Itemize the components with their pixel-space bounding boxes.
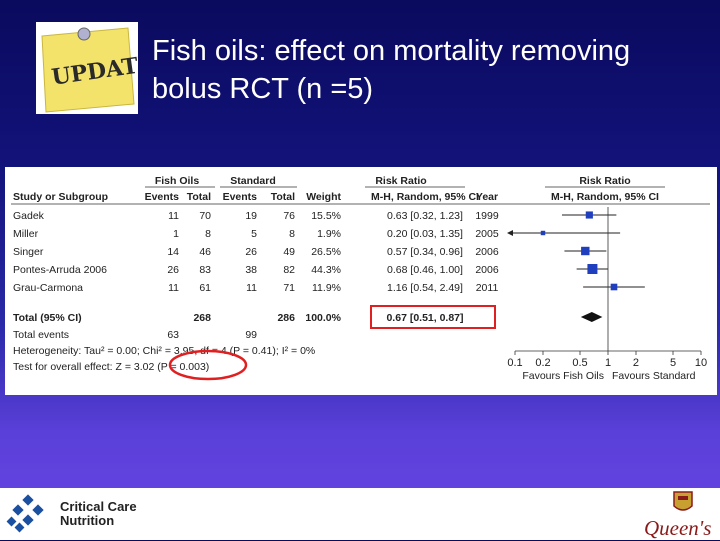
title-line-1: Fish oils: effect on mortality removing [152,35,631,67]
ccn-line-1: Critical Care [60,499,137,514]
total-weight: 100.0% [305,312,341,324]
favours-standard-label: Favours Standard [612,370,696,382]
x-tick-label-0: 0.1 [507,357,522,369]
events2-grau-carmona: 11 [246,282,257,294]
weight-pontes-arruda-2006: 44.3% [311,264,341,276]
total2-singer: 49 [283,246,295,258]
plot-header-risk-ratio: Risk Ratio [579,175,630,187]
col-header-study: Study or Subgroup [13,191,108,203]
total1-pontes-arruda-2006: 83 [199,264,211,276]
events2-singer: 26 [245,246,257,258]
total2-grau-carmona: 71 [283,282,295,294]
total2-pontes-arruda-2006: 82 [283,264,295,276]
critical-care-nutrition-logo-icon [6,494,44,533]
year-miller: 2005 [475,228,499,240]
study-name-pontes-arruda-2006: Pontes-Arruda 2006 [13,264,107,276]
col-header-events-1: Events [145,191,180,203]
weight-miller: 1.9% [317,228,341,240]
x-tick-label-3: 1 [605,357,611,369]
pushpin-icon [77,27,91,41]
study-name-miller: Miller [13,228,39,240]
events1-gadek: 11 [168,210,179,222]
x-tick-label-6: 10 [695,357,707,369]
total-rr-highlight-box [370,305,496,329]
title-line-2: bolus RCT (n =5) [152,73,374,105]
favours-fish-oils-label: Favours Fish Oils [522,370,604,382]
queens-logo-text: Queen's [644,516,712,540]
total-diamond [580,312,603,322]
header-risk-ratio: Risk Ratio [375,175,426,187]
year-grau-carmona: 2011 [476,282,499,294]
study-name-gadek: Gadek [13,210,45,222]
point-marker-singer [581,246,590,256]
point-marker-grau-carmona [610,283,618,291]
weight-gadek: 15.5% [311,210,341,222]
overall-effect-text: Test for overall effect: Z = 3.02 (P = 0… [13,361,209,373]
events2-miller: 5 [251,228,257,240]
total2-miller: 8 [289,228,295,240]
x-tick-label-2: 0.5 [572,357,587,369]
plot-header-method: M-H, Random, 95% CI [551,191,659,203]
total1-singer: 46 [199,246,211,258]
ci-arrow-miller [507,230,513,236]
header-fish-oils: Fish Oils [155,175,200,187]
events2-pontes-arruda-2006: 38 [245,264,257,276]
col-header-total-1: Total [187,191,211,203]
events1-grau-carmona: 11 [168,282,179,294]
point-marker-miller [540,230,546,236]
year-gadek: 1999 [475,210,499,222]
events1-pontes-arruda-2006: 26 [167,264,179,276]
total-label: Total (95% CI) [13,312,82,324]
weight-singer: 26.5% [311,246,341,258]
slide-title: Fish oils: effect on mortality removing … [152,32,712,108]
point-marker-pontes-arruda-2006 [587,264,598,274]
ccn-logo-text: Critical Care Nutrition [60,500,137,528]
col-header-events-2: Events [223,191,258,203]
footer-bar [0,488,720,540]
total2-gadek: 76 [283,210,295,222]
update-note-image: UPDATE [36,22,156,114]
total-events-label: Total events [13,329,69,341]
col-header-total-2: Total [271,191,295,203]
year-singer: 2006 [475,246,499,258]
header-standard: Standard [230,175,276,187]
total-standard: 286 [277,312,295,324]
study-name-grau-carmona: Grau-Carmona [13,282,83,294]
total-events-fish-oils: 63 [167,329,179,341]
total-rr-text: 0.67 [0.51, 0.87] [386,312,463,324]
x-tick-label-4: 2 [633,357,639,369]
study-name-singer: Singer [13,246,44,258]
events2-gadek: 19 [245,210,257,222]
rr-text-singer: 0.57 [0.34, 0.96] [387,246,463,258]
forest-plot-panel: Fish Oils Standard Risk Ratio Risk Ratio Stu… [5,167,717,395]
x-tick-label-1: 0.2 [535,357,550,369]
total1-grau-carmona: 61 [199,282,211,294]
overall-effect-highlight-circle [168,349,248,381]
rr-text-gadek: 0.63 [0.32, 1.23] [387,210,463,222]
point-marker-gadek [585,211,593,219]
total1-miller: 8 [205,228,211,240]
total1-gadek: 70 [199,210,211,222]
events1-singer: 14 [167,246,179,258]
rr-text-miller: 0.20 [0.03, 1.35] [387,228,463,240]
events1-miller: 1 [173,228,179,240]
heterogeneity-text: Heterogeneity: Tau² = 0.00; Chi² = 3.95,… [13,345,315,357]
year-pontes-arruda-2006: 2006 [475,264,499,276]
total-fish-oils: 268 [193,312,211,324]
col-header-year: Year [476,191,498,203]
ccn-line-2: Nutrition [60,513,115,528]
rr-text-pontes-arruda-2006: 0.68 [0.46, 1.00] [387,264,463,276]
rr-text-grau-carmona: 1.16 [0.54, 2.49] [387,282,463,294]
total-events-standard: 99 [245,329,257,341]
col-header-weight: Weight [306,191,341,203]
x-tick-label-5: 5 [670,357,676,369]
col-header-rr-method: M-H, Random, 95% CI [371,191,479,203]
weight-grau-carmona: 11.9% [312,282,341,294]
queens-crest-icon [673,491,693,511]
forest-plot-svg: Fish Oils Standard Risk Ratio Risk Ratio Stu… [11,175,710,382]
